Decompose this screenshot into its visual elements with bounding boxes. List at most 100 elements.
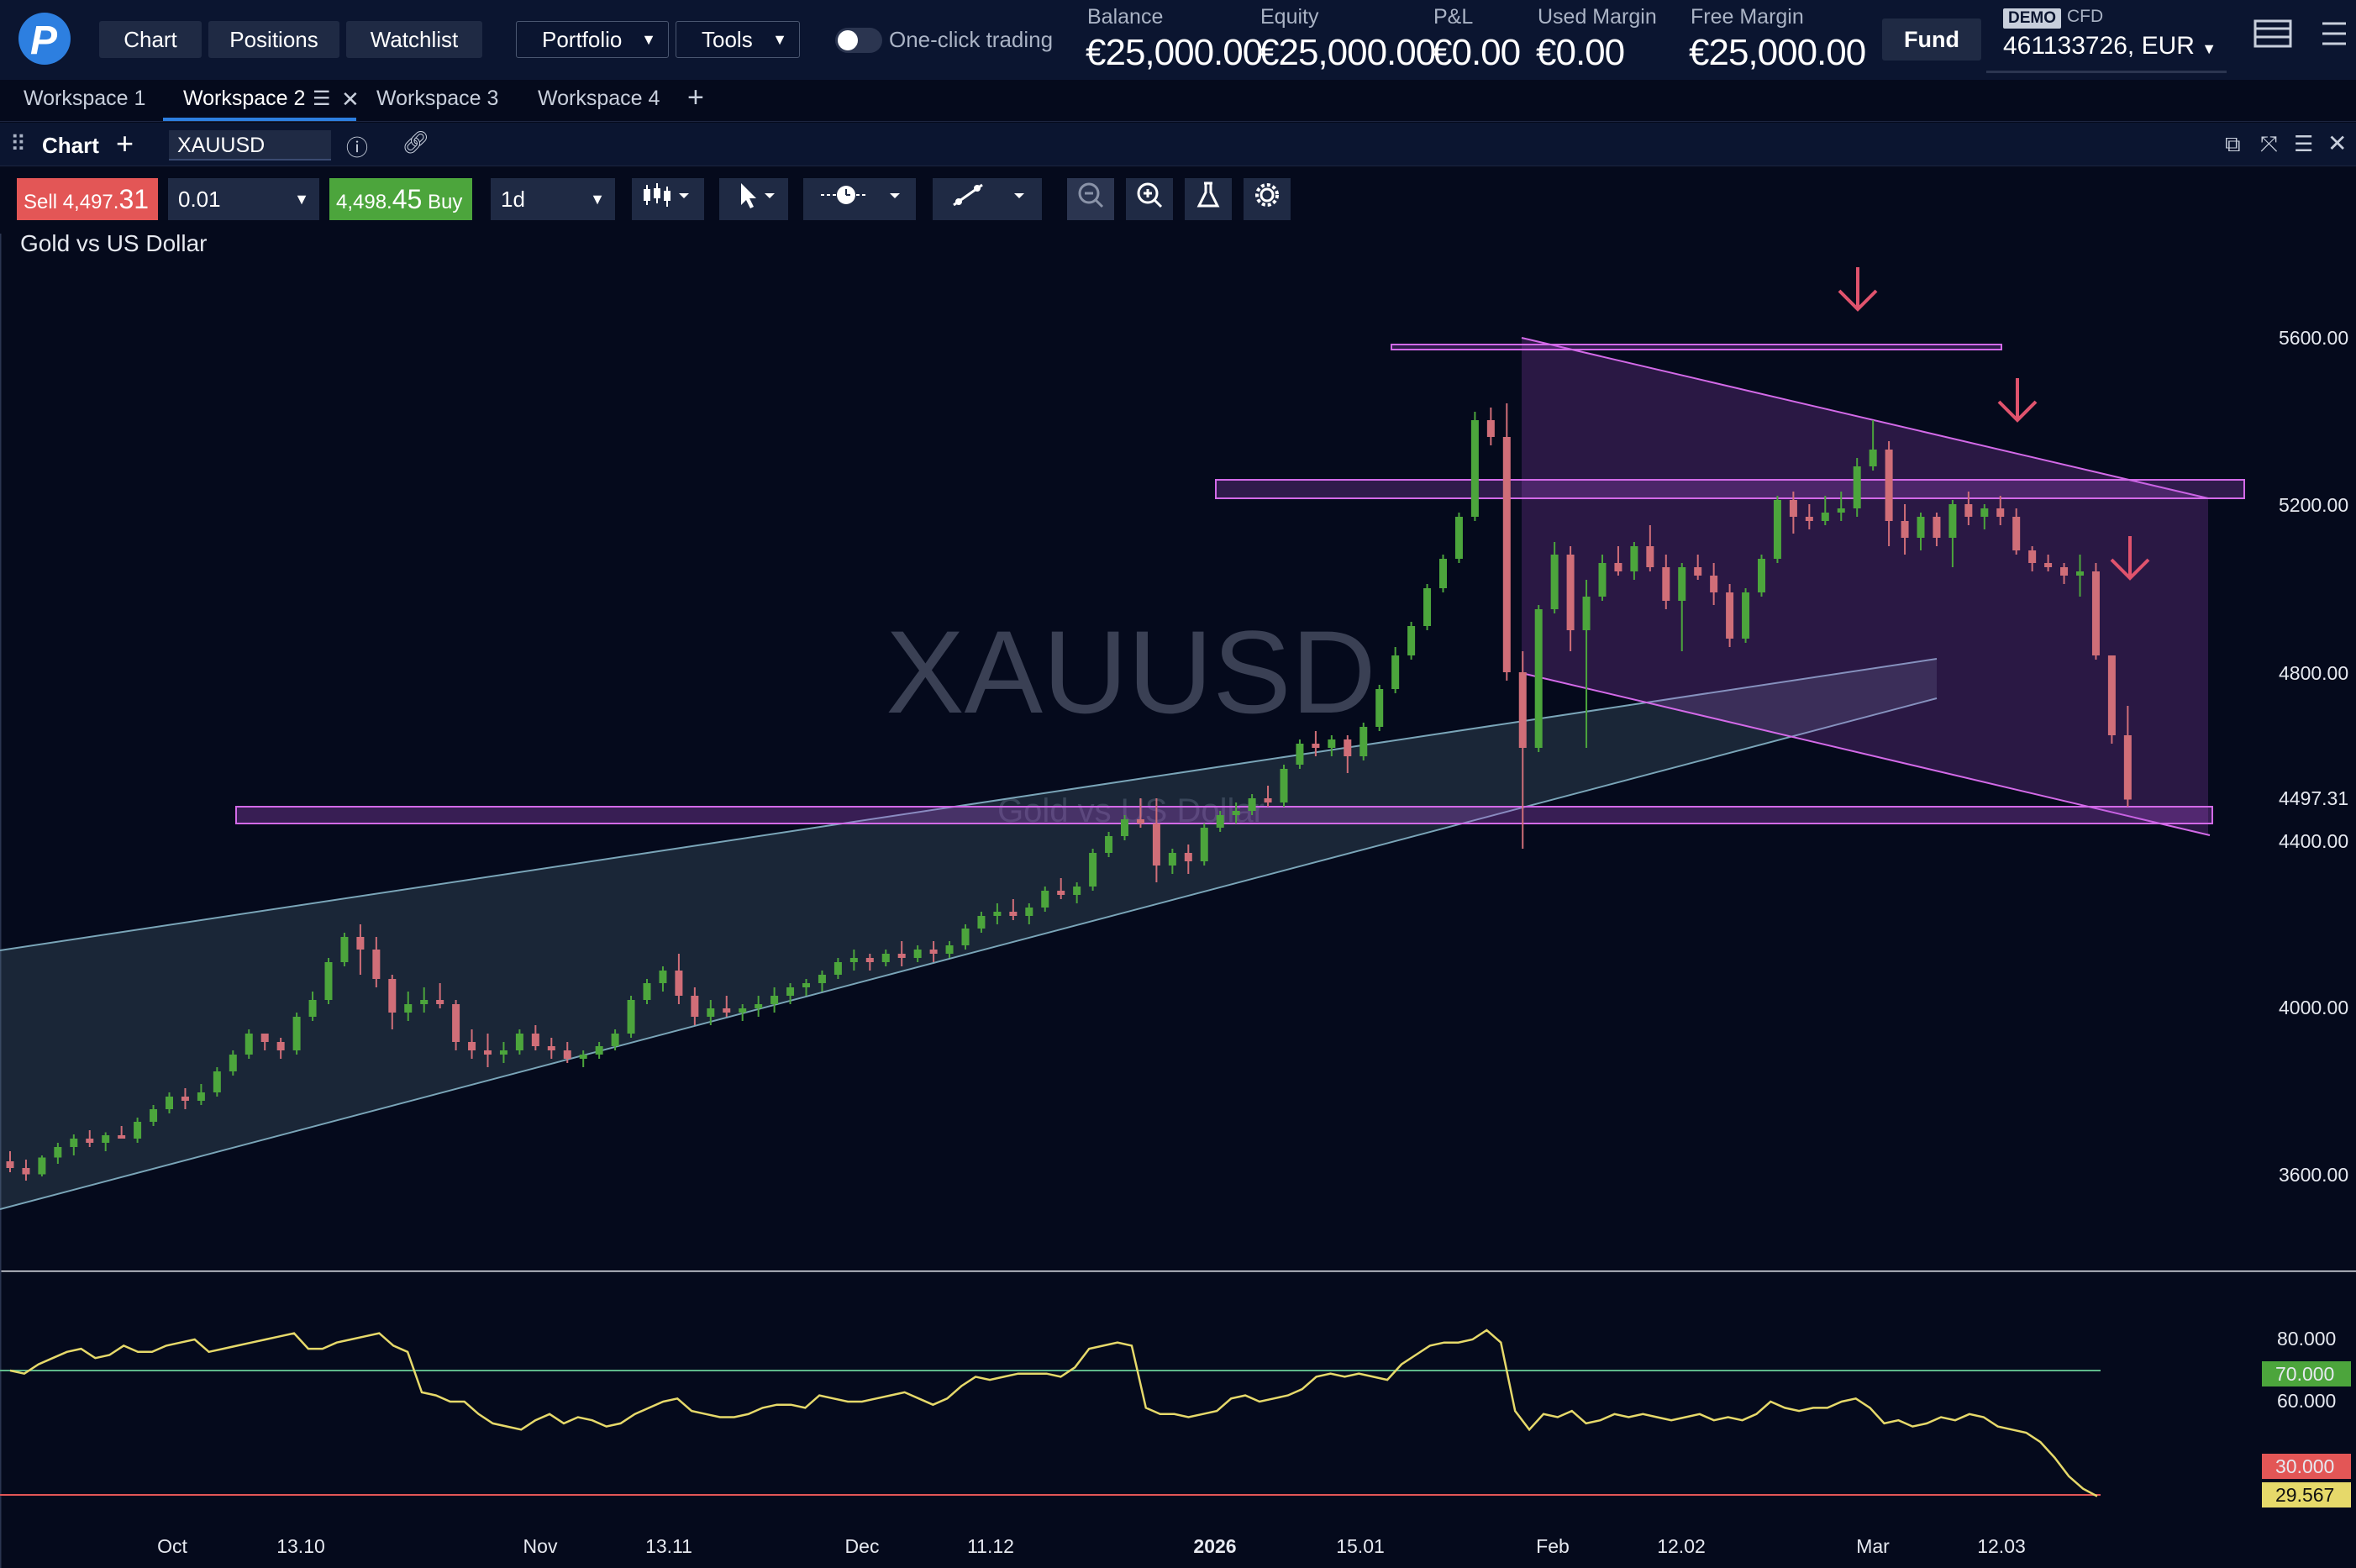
free-margin-label: Free Margin (1691, 5, 1804, 29)
candle-body (1407, 626, 1416, 655)
nav-positions-button[interactable]: Positions (208, 21, 339, 58)
descending-channel-fill (1522, 338, 2208, 835)
rsi-lower-badge (2262, 1454, 2351, 1479)
panel-menu-icon[interactable]: ☰ (2294, 131, 2314, 156)
one-click-trading-toggle[interactable] (835, 28, 882, 53)
quantity-select[interactable]: 0.01 ▼ (168, 178, 319, 220)
time-axis-label: 13.11 (645, 1535, 692, 1557)
candle-body (1869, 450, 1877, 466)
zoom-out-icon[interactable] (1067, 178, 1114, 220)
price-axis-label: 4400.00 (2279, 830, 2348, 852)
candle-body (1089, 853, 1097, 887)
active-tab-indicator (163, 118, 356, 121)
candle-body (2091, 571, 2100, 655)
candle-body (1312, 744, 1320, 748)
tab-workspace-3[interactable]: Workspace 3 (376, 87, 499, 110)
pepperstone-logo-icon[interactable]: P (18, 13, 71, 65)
rsi-axis-label: 80.000 (2277, 1328, 2336, 1350)
down-arrow-icon[interactable] (2110, 536, 2150, 581)
candle-body (755, 1004, 763, 1008)
cursor-tool-icon[interactable] (719, 178, 788, 220)
candle-body (1375, 689, 1384, 727)
info-icon[interactable]: ⓘ (346, 135, 369, 160)
buy-button[interactable]: 4,498.45 Buy (329, 178, 472, 220)
chart-type-candles-icon[interactable] (632, 178, 704, 220)
layout-icon[interactable] (2253, 18, 2292, 56)
candle-body (1025, 908, 1033, 916)
rsi-value-badge (2262, 1482, 2351, 1507)
candle-body (1136, 819, 1144, 823)
indicators-flask-icon[interactable] (1185, 178, 1232, 220)
menu-icon[interactable] (2319, 18, 2349, 56)
candle-body (1742, 592, 1750, 639)
candle-body (404, 1004, 413, 1013)
tab-workspace-4[interactable]: Workspace 4 (538, 87, 660, 110)
portfolio-menu[interactable]: Portfolio ▼ (516, 21, 669, 58)
down-arrow-icon[interactable] (1838, 267, 1878, 312)
settings-gear-icon[interactable] (1244, 178, 1291, 220)
link-icon[interactable]: 🔗︎ (402, 129, 430, 155)
candle-body (276, 1042, 285, 1050)
candle-body (723, 1008, 731, 1013)
tab-workspace-2[interactable]: Workspace 2 (183, 87, 306, 110)
add-workspace-icon[interactable]: + (687, 82, 704, 113)
trendline-tool-icon[interactable] (933, 178, 1042, 220)
desc-channel-upper-line[interactable] (1521, 337, 2209, 499)
tab-workspace-1[interactable]: Workspace 1 (24, 87, 146, 110)
candle-body (1773, 500, 1781, 559)
down-arrow-icon[interactable] (1997, 378, 2038, 423)
interval-select[interactable]: 1d ▼ (491, 178, 615, 220)
account-selector[interactable]: 461133726, EUR ▼ (2003, 32, 2217, 61)
resistance-zone-top[interactable] (1391, 344, 2002, 350)
candle-body (118, 1135, 126, 1139)
nav-chart-button[interactable]: Chart (99, 21, 202, 58)
candle-body (1232, 811, 1240, 815)
support-zone[interactable] (235, 806, 2213, 824)
channel-lower-line[interactable] (0, 697, 1938, 1210)
candle-body (1646, 546, 1654, 567)
candle-body (1502, 437, 1511, 672)
price-chart[interactable]: XAUUSD Gold vs US Dollar 5600.00 5200.00… (0, 234, 2356, 1271)
tools-menu-label: Tools (702, 27, 753, 52)
close-panel-icon[interactable]: ✕ (2327, 130, 2348, 156)
drag-handle-icon[interactable]: ⠿ (10, 131, 27, 156)
time-axis-label: 13.10 (276, 1535, 325, 1557)
fund-button[interactable]: Fund (1882, 18, 1981, 61)
chevron-down-icon: ▼ (2201, 40, 2217, 57)
rsi-upper-label: 70.000 (2275, 1363, 2334, 1385)
nav-watchlist-button[interactable]: Watchlist (346, 21, 482, 58)
rsi-value-label: 29.567 (2275, 1484, 2334, 1506)
candle-body (197, 1092, 205, 1101)
interval-value: 1d (501, 187, 525, 212)
candle-body (1758, 559, 1765, 592)
crosshair-tool-icon[interactable] (803, 178, 916, 220)
candle-body (1805, 517, 1813, 521)
zoom-in-icon[interactable] (1126, 178, 1173, 220)
tab-menu-icon[interactable]: ☰ (313, 87, 331, 110)
popout-icon[interactable]: ⧉ (2225, 131, 2241, 156)
resistance-zone-mid[interactable] (1215, 479, 2245, 499)
chevron-down-icon: ▼ (590, 191, 605, 208)
candle-body (70, 1139, 78, 1147)
channel-upper-line[interactable] (0, 658, 1938, 951)
candle-body (1566, 555, 1575, 630)
add-chart-icon[interactable]: + (116, 126, 134, 160)
candle-body (436, 1000, 444, 1004)
tab-close-icon[interactable]: ✕ (341, 87, 360, 112)
candle-body (340, 937, 349, 962)
fullscreen-icon[interactable]: ⤧ (2260, 131, 2278, 156)
candle-body (1821, 513, 1829, 521)
sell-button[interactable]: Sell 4,497.31 (17, 178, 158, 220)
price-axis-label: 5200.00 (2279, 494, 2348, 516)
rsi-panel[interactable]: 80.000 70.000 60.000 30.000 29.567 Oct 1… (0, 1271, 2356, 1568)
candle-body (292, 1017, 301, 1050)
candle-body (1073, 887, 1081, 895)
symbol-input[interactable]: XAUUSD (169, 130, 331, 160)
rsi-axis-label: 60.000 (2277, 1390, 2336, 1412)
candle-body (22, 1168, 30, 1175)
tools-menu[interactable]: Tools ▼ (676, 21, 800, 58)
candle-body (1534, 609, 1543, 748)
candle-body (1598, 563, 1607, 597)
candle-body (1996, 508, 2005, 517)
desc-channel-lower-line[interactable] (1521, 672, 2211, 836)
